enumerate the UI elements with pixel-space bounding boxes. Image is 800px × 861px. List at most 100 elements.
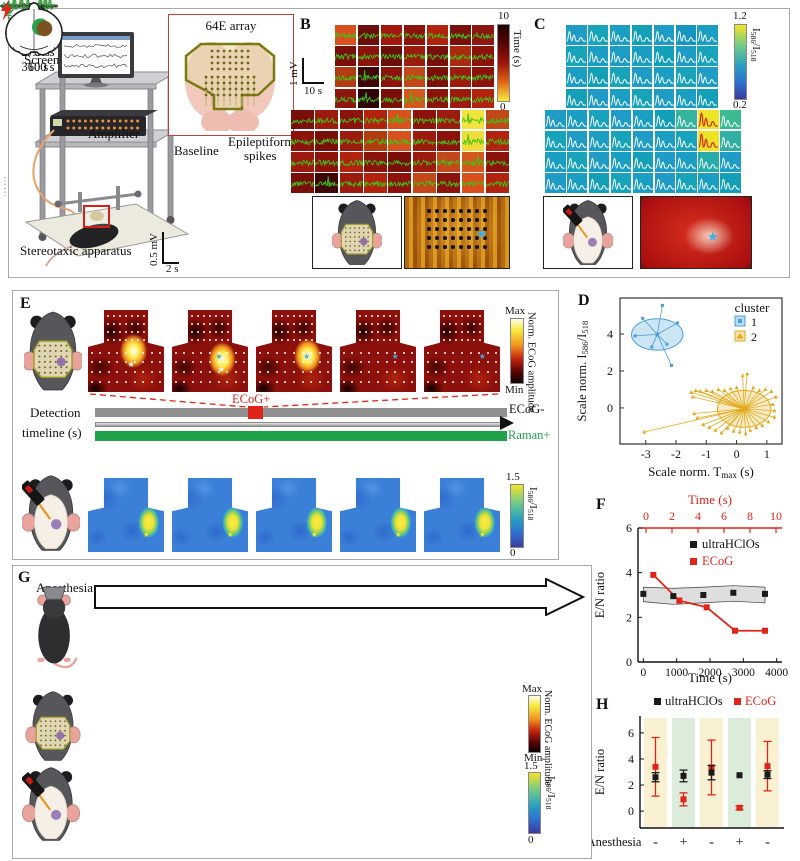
electrode-dot — [448, 331, 451, 334]
electrode-dot — [221, 339, 224, 342]
raman-grid-cell — [632, 152, 654, 172]
brain-schematic — [0, 2, 68, 615]
raman-grid-cell — [654, 173, 675, 193]
electrode-dot — [125, 339, 127, 342]
raman-site-star-icon: ★ — [478, 351, 486, 361]
electrode-dot — [486, 371, 489, 374]
ecog-negative-label: ECoG- — [509, 402, 545, 416]
electrode-dot — [112, 331, 115, 334]
electrode-dot — [116, 361, 119, 364]
electrode-dot — [280, 339, 283, 342]
electrode-dot — [452, 351, 455, 354]
raman-grid-cell — [609, 25, 631, 45]
electrode-dot — [112, 314, 115, 317]
electrode-dot — [427, 227, 431, 231]
electrode-dot — [217, 381, 220, 384]
raman-grid-cell — [697, 88, 718, 109]
raman-grid-cell — [697, 46, 718, 66]
electrode-dot — [234, 371, 237, 374]
electrode-dot — [389, 314, 392, 317]
raman-site-star-icon: ★ — [394, 530, 402, 540]
electrode-dot — [451, 245, 455, 249]
electrode-dot — [475, 227, 479, 231]
electrode-dot — [358, 339, 361, 342]
electrode-dot — [426, 351, 429, 354]
electrode-dot — [467, 314, 470, 317]
electrode-dot — [305, 314, 308, 317]
electrode-dot — [293, 339, 295, 342]
svg-text:-: - — [653, 835, 658, 850]
ecog-grid-cell — [335, 25, 357, 45]
electrode-dot — [310, 361, 313, 364]
ecog-grid-cell — [485, 173, 509, 193]
raman-site-star-icon: ★ — [707, 229, 719, 245]
ecog-grid-cell — [339, 109, 363, 130]
ecog-grid-cell — [380, 25, 403, 45]
raman-grid-cell — [653, 25, 675, 45]
electrode-dot — [243, 351, 246, 354]
electrode-dot — [258, 361, 261, 364]
raman-grid-cell — [698, 173, 719, 193]
array-inset-title: 64E array — [205, 18, 257, 33]
electrode-dot — [473, 322, 476, 325]
ecog-grid-cell — [291, 152, 314, 172]
stereotaxic-label: Stereotaxic apparatus — [20, 243, 132, 258]
raman-grid-cell — [697, 67, 718, 87]
raman-grid-cell — [676, 131, 697, 151]
electrode-dot — [209, 314, 211, 317]
svg-text:0: 0 — [626, 655, 632, 669]
electrode-dot — [377, 339, 379, 342]
electrode-dot — [385, 371, 388, 374]
electrode-dot — [395, 331, 398, 334]
svg-text:6: 6 — [628, 726, 634, 740]
electrode-dot — [234, 351, 237, 354]
raman-site-star-icon: ★ — [142, 530, 150, 540]
raman-grid-cell — [632, 109, 654, 130]
electrode-dot — [359, 381, 362, 384]
raman-grid-cell — [720, 131, 741, 151]
svg-text:3000: 3000 — [732, 667, 755, 679]
electrode-dot — [275, 371, 278, 374]
epileptiform-trace — [0, 0, 58, 176]
raman-grid-cell — [609, 46, 631, 66]
svg-text:-2: -2 — [671, 447, 681, 461]
electrode-dot — [461, 339, 463, 342]
electrode-dot — [99, 381, 102, 384]
electrode-dot — [311, 331, 314, 334]
electrode-dot — [280, 314, 283, 317]
electrode-dot — [99, 361, 102, 364]
electrode-dot — [280, 322, 283, 325]
electrode-dot — [227, 322, 230, 325]
svg-text:Scale norm. I586/I518: Scale norm. I586/I518 — [575, 320, 590, 422]
electrode-dot — [448, 322, 451, 325]
electrode-dot — [202, 322, 205, 325]
electrode-dot — [275, 361, 278, 364]
electrode-dot — [385, 351, 388, 354]
svg-text:-: - — [709, 835, 714, 850]
electrode-dot — [131, 331, 134, 334]
baseline-trace — [0, 4, 58, 143]
electrode-dot — [394, 351, 397, 354]
array-inset-box: 64E array — [168, 14, 294, 136]
svg-text:ECoG: ECoG — [702, 554, 733, 568]
electrode-dot — [461, 331, 463, 334]
electrode-dot — [142, 361, 145, 364]
raman-grid-cell — [588, 131, 610, 151]
electrode-dot — [286, 322, 289, 325]
electrode-dot — [258, 371, 261, 374]
electrode-dot — [159, 351, 162, 354]
electrode-dot — [495, 381, 498, 384]
detection-timeline-label-1: Detection — [30, 405, 81, 420]
electrode-dot — [200, 361, 203, 364]
raman-site-star-icon: ★ — [475, 227, 488, 243]
electrode-dot — [299, 322, 302, 325]
ecog-grid-cell — [291, 109, 314, 130]
raman-grid-cell — [610, 131, 632, 151]
electrode-dot — [301, 371, 304, 374]
panel-e-label: E — [20, 295, 31, 312]
time-scalebar-b — [302, 82, 324, 84]
svg-text:+: + — [736, 835, 744, 850]
raman-colorbar-e-bottom: 0 — [510, 547, 516, 559]
raman-grid-cell — [631, 67, 653, 87]
